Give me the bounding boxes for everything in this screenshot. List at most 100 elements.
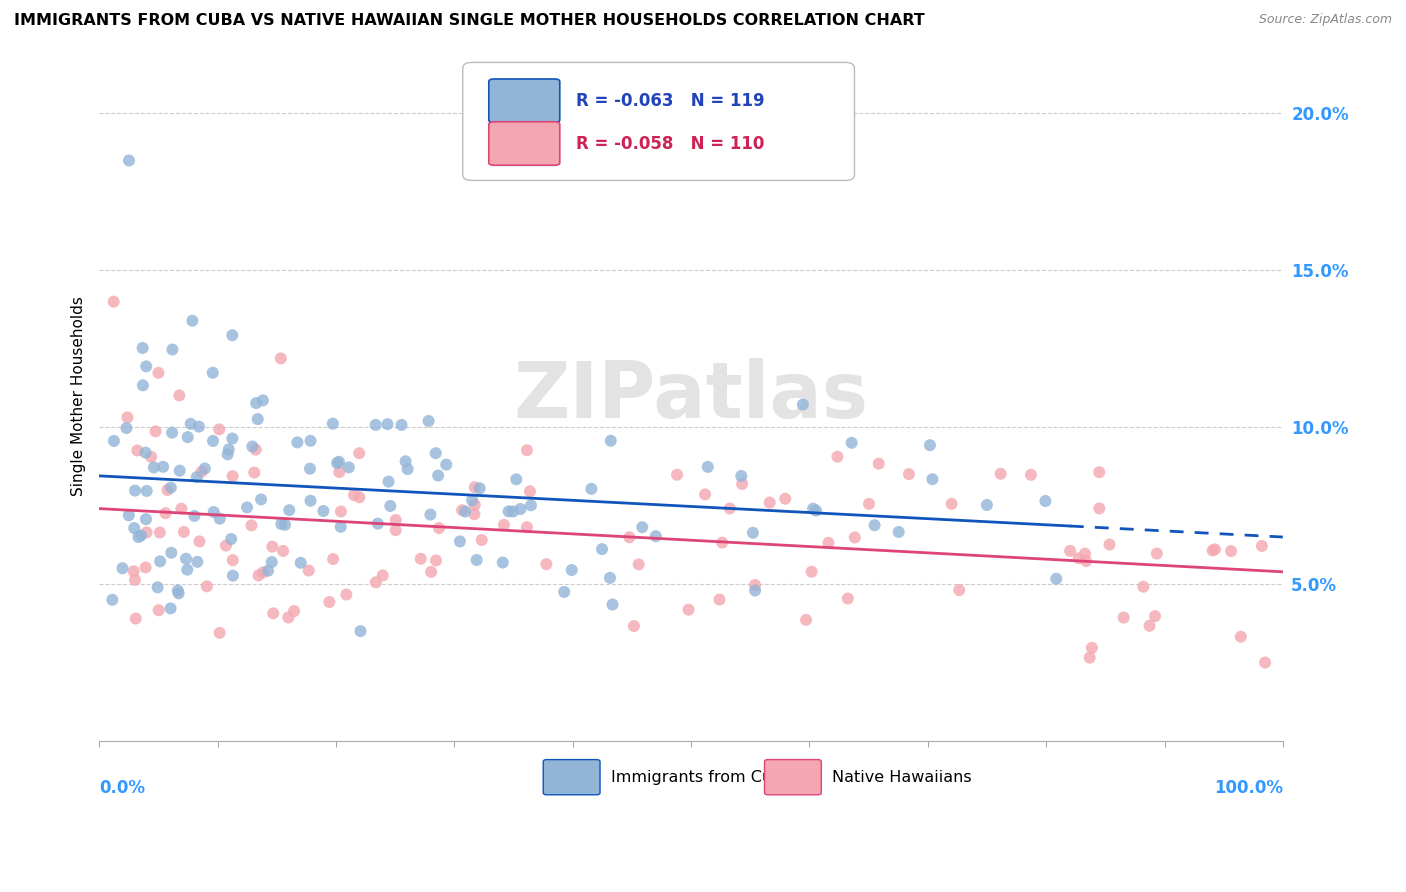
Point [1081,640,1104,655]
Point [299,493,322,508]
Point [103,434,125,448]
Point [219,532,242,546]
Point [246,412,269,426]
Point [322,417,344,431]
Point [1143,609,1166,624]
Point [427,468,450,483]
Point [1201,543,1223,558]
Point [794,613,817,627]
Point [270,516,292,531]
Point [364,417,387,432]
Point [591,542,613,557]
Point [312,504,335,518]
Point [290,556,312,570]
Point [581,482,603,496]
Point [897,467,920,482]
Point [741,525,763,540]
Point [1139,619,1161,633]
Text: ZIPatlas: ZIPatlas [513,358,869,434]
Point [1098,537,1121,551]
Point [135,483,157,498]
Point [678,603,700,617]
Point [142,460,165,475]
Point [169,464,191,478]
Point [553,585,575,599]
Point [1045,572,1067,586]
Point [505,472,527,486]
Point [160,546,183,560]
Point [318,595,340,609]
Point [792,398,814,412]
Point [1035,494,1057,508]
Point [418,414,440,428]
Point [257,564,280,578]
Point [243,466,266,480]
Point [858,497,880,511]
Point [274,517,297,532]
Point [709,592,731,607]
Point [520,498,543,512]
Point [135,560,157,574]
Point [135,359,157,374]
Point [1204,542,1226,557]
Point [693,487,716,501]
Point [124,483,146,498]
Text: IMMIGRANTS FROM CUBA VS NATIVE HAWAIIAN SINGLE MOTHER HOUSEHOLDS CORRELATION CHA: IMMIGRANTS FROM CUBA VS NATIVE HAWAIIAN … [14,13,925,29]
Point [471,533,494,547]
Point [731,477,754,491]
Point [800,565,823,579]
Point [122,521,145,535]
Point [804,503,827,517]
Point [711,535,734,549]
Point [536,558,558,572]
Point [174,551,197,566]
Point [149,554,172,568]
Point [744,583,766,598]
Point [918,438,941,452]
Point [188,534,211,549]
Point [236,500,259,515]
Point [619,530,641,544]
Point [394,454,416,468]
Point [187,419,209,434]
Point [1112,610,1135,624]
Point [1088,501,1111,516]
Point [744,578,766,592]
Point [396,462,419,476]
Text: R = -0.058   N = 110: R = -0.058 N = 110 [576,135,765,153]
Point [758,495,780,509]
Point [599,571,621,585]
Point [827,450,849,464]
Point [186,470,208,484]
Point [599,434,621,448]
Point [218,442,240,457]
Point [162,343,184,357]
Point [176,430,198,444]
Point [135,445,157,459]
Point [380,499,402,513]
Point [434,458,457,472]
Point [101,592,124,607]
Point [465,553,488,567]
Point [250,492,273,507]
Point [270,351,292,366]
Point [326,456,349,470]
Point [148,603,170,617]
Point [159,601,181,615]
Point [602,598,624,612]
Point [696,459,718,474]
Point [240,518,263,533]
Point [299,434,322,448]
Point [427,521,450,535]
Y-axis label: Single Mother Households: Single Mother Households [72,296,86,496]
Point [1019,467,1042,482]
Point [817,536,839,550]
Point [1132,580,1154,594]
Point [384,513,406,527]
Point [149,525,172,540]
Point [409,551,432,566]
Point [247,568,270,582]
Point [148,366,170,380]
Point [245,442,267,457]
Point [146,580,169,594]
